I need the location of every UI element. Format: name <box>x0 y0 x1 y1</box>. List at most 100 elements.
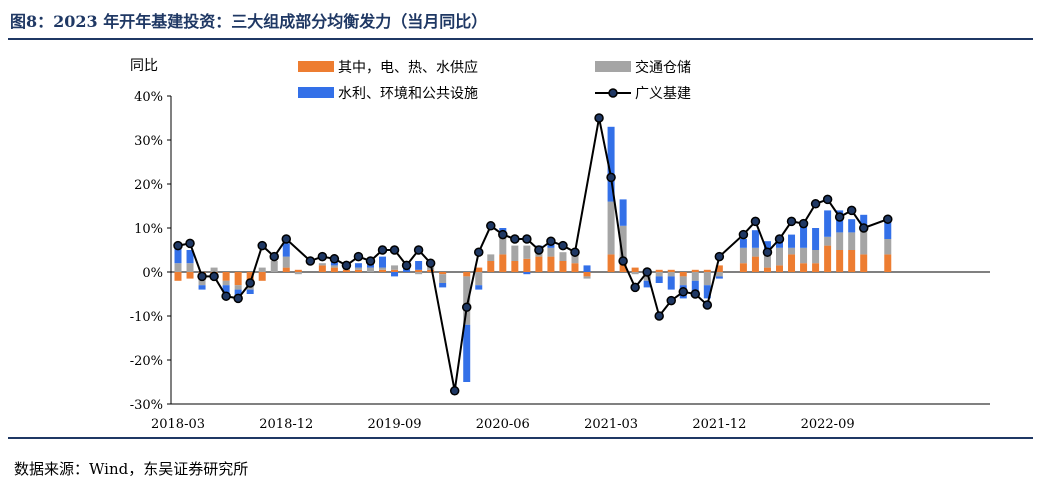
bar-utilities <box>655 269 663 272</box>
bar-utilities <box>415 269 423 272</box>
bar-transport <box>763 254 771 268</box>
total-line-point <box>221 291 231 301</box>
bar-transport <box>643 274 651 281</box>
bar-utilities <box>511 261 519 272</box>
bar-water-env <box>583 265 591 272</box>
legend-swatch <box>298 87 334 98</box>
total-line-point <box>666 295 676 306</box>
bar-transport <box>776 247 783 266</box>
bar-utilities <box>379 269 387 272</box>
x-axis: 2018-03 2018-12 2019-09 2020-06 2021-03 2021-… <box>151 403 990 432</box>
bar-transport <box>884 239 892 255</box>
total-line-point <box>702 300 713 310</box>
total-line-point <box>846 205 857 216</box>
bar-water-env <box>607 126 615 202</box>
bar-water-env <box>667 276 675 290</box>
total-line-point <box>510 234 520 244</box>
bar-transport <box>511 245 519 261</box>
total-line-point <box>774 234 785 244</box>
bar-utilities <box>631 267 639 272</box>
bar-transport <box>824 236 832 246</box>
bar-water-env <box>379 256 387 268</box>
bar-transport <box>691 272 699 281</box>
bar-transport <box>812 250 820 264</box>
bar-transport <box>800 247 808 264</box>
bar-utilities <box>776 265 783 272</box>
total-line-point <box>762 247 773 257</box>
total-line-point <box>654 311 664 321</box>
bar-utilities <box>667 269 675 272</box>
total-line-point <box>810 199 821 209</box>
bar-utilities <box>354 269 362 272</box>
bar-transport <box>499 236 507 255</box>
bar-transport <box>559 252 567 261</box>
bar-utilities <box>860 254 868 272</box>
x-tick-label: 2018-03 <box>151 417 205 432</box>
bar-transport <box>391 265 399 270</box>
total-line-point <box>678 287 689 297</box>
x-tick-label: 2020-06 <box>476 417 530 432</box>
bar-transport <box>583 276 591 279</box>
bar-water-env <box>234 289 242 297</box>
bar-transport <box>655 272 663 277</box>
bar-transport <box>198 278 206 286</box>
y-tick-label: 30% <box>134 134 163 149</box>
bar-transport <box>366 267 374 272</box>
total-line-point <box>883 214 893 224</box>
bar-water-env <box>475 285 483 290</box>
total-line-point <box>714 251 725 262</box>
bar-transport <box>354 267 362 270</box>
bar-water-env <box>198 285 206 290</box>
bar-utilities <box>222 272 230 281</box>
bar-water-env <box>463 324 471 382</box>
bar-utilities <box>619 261 627 272</box>
bar-utilities <box>463 272 471 277</box>
bar-water-env <box>860 214 868 231</box>
legend-label: 广义基建 <box>635 85 691 102</box>
bar-utilities <box>547 256 555 272</box>
total-line-point <box>642 267 652 277</box>
bar-water-env <box>848 219 856 233</box>
bar-utilities <box>559 261 567 272</box>
total-line-point <box>618 256 628 266</box>
y-tick-label: 20% <box>134 178 163 193</box>
bar-transport <box>330 265 338 268</box>
total-line-point <box>570 247 580 257</box>
total-line-point <box>822 194 833 205</box>
total-line-point <box>486 221 496 231</box>
bar-water-env <box>523 272 531 275</box>
total-line-point <box>377 245 388 255</box>
bar-utilities <box>571 263 579 272</box>
bar-transport <box>607 201 615 255</box>
total-line-point <box>690 289 701 299</box>
bar-water-env <box>739 239 747 248</box>
bar-utilities <box>788 254 796 272</box>
y-tick-label: 10% <box>134 222 163 237</box>
bar-water-env <box>619 199 627 226</box>
bar-transport <box>282 256 290 268</box>
bar-transport <box>222 280 230 286</box>
bar-utilities <box>342 269 350 272</box>
bar-utilities <box>523 258 531 272</box>
bar-transport <box>475 272 483 286</box>
bar-transport <box>294 272 302 275</box>
total-line-point <box>738 229 749 240</box>
total-line-point <box>461 302 472 312</box>
bar-water-env <box>246 289 254 294</box>
bar-transport <box>547 247 555 257</box>
bar-utilities <box>836 250 844 272</box>
bar-transport <box>523 245 531 259</box>
bar-transport <box>463 276 471 325</box>
bar-water-env <box>715 276 723 279</box>
total-line-point <box>269 251 279 262</box>
bar-utilities <box>739 263 747 272</box>
bar-water-env <box>691 280 699 292</box>
total-line-point <box>606 172 616 183</box>
bar-water-env <box>174 245 182 264</box>
bar-transport <box>234 285 242 290</box>
total-line-point <box>858 223 869 233</box>
total-line-point <box>185 238 195 249</box>
total-line-point <box>474 247 484 257</box>
